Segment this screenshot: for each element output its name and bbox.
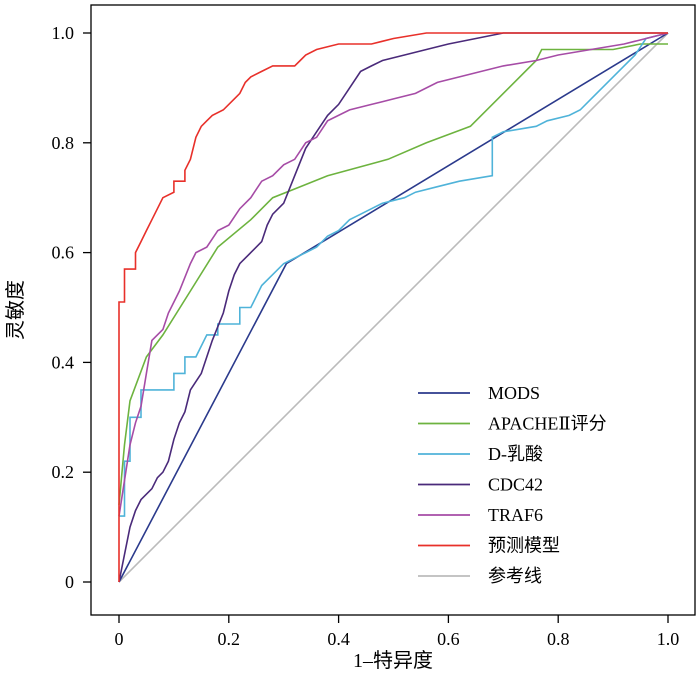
legend-label: D-乳酸: [488, 444, 543, 464]
series-line-5: [118, 32, 668, 582]
x-tick-label: 0.8: [547, 629, 570, 649]
x-tick-label: 0.6: [437, 629, 460, 649]
legend-label: TRAF6: [488, 505, 543, 525]
x-tick-label: 0.2: [218, 629, 241, 649]
y-tick-label: 0: [65, 572, 74, 592]
y-tick-label: 0.6: [52, 243, 75, 263]
x-tick-label: 1.0: [657, 629, 680, 649]
series-line-4: [118, 32, 669, 517]
x-tick-label: 0.4: [327, 629, 350, 649]
tick-layer: 0 0.2 0.4 0.6 0.8 1.0 0 0.2 0.4 0.6 0.8 1.0: [52, 23, 680, 649]
series-line-0: [118, 32, 669, 583]
legend-label: CDC42: [488, 475, 543, 495]
series-line-2: [119, 32, 669, 517]
series-line-1: [118, 43, 668, 506]
series-line-3: [118, 32, 668, 583]
series-line-6: [118, 32, 669, 583]
series-layer: [118, 32, 669, 583]
plot-frame: [90, 4, 696, 616]
x-tick-label: 0: [115, 629, 124, 649]
y-tick-label: 1.0: [52, 23, 75, 43]
y-tick-label: 0.2: [52, 462, 75, 482]
legend-label: MODS: [488, 383, 540, 403]
x-axis-title: 1–特异度: [353, 649, 433, 672]
y-tick-label: 0.4: [52, 352, 75, 372]
y-axis-title: 灵敏度: [4, 280, 27, 340]
legend-label: APACHEⅡ评分: [488, 414, 607, 434]
legend-label: 预测模型: [488, 536, 560, 556]
y-tick-label: 0.8: [52, 133, 75, 153]
legend-label: 参考线: [488, 566, 542, 586]
